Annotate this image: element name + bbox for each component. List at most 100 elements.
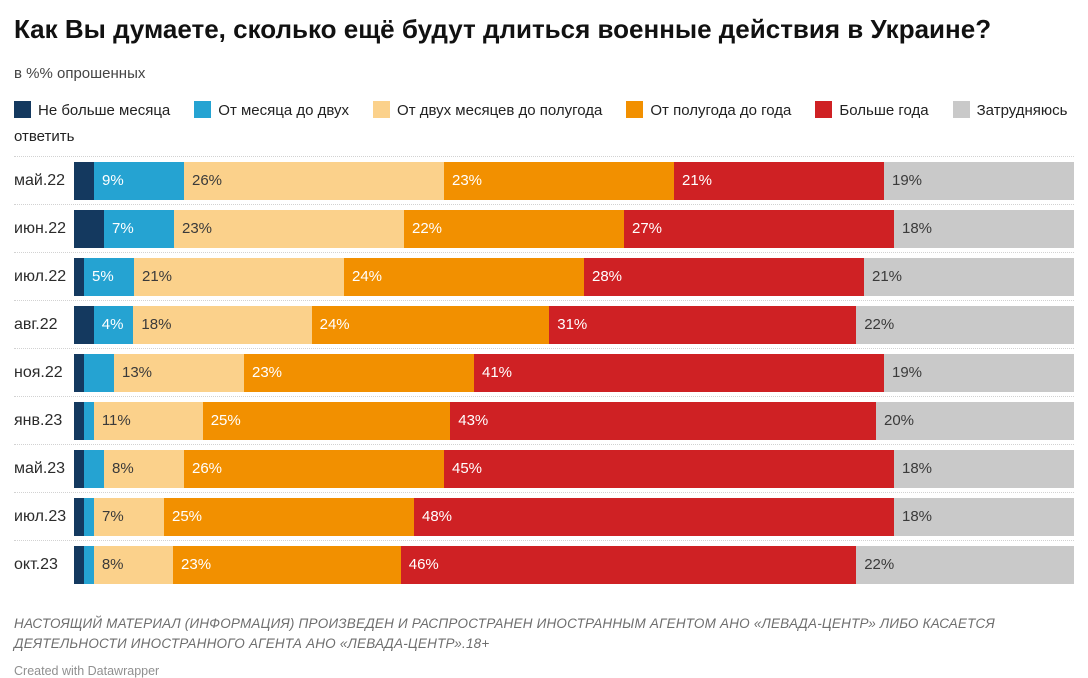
bar-track: 11% 25% 43% 20% — [74, 401, 1074, 440]
bar-segment — [74, 209, 104, 248]
bar-row: янв.23 11% 25% 43% 20% — [14, 396, 1074, 444]
bar-segment: 19% — [884, 161, 1074, 200]
segment-value-label: 4% — [101, 316, 124, 333]
segment-value-label: 22% — [864, 556, 895, 573]
bar-segment — [74, 257, 84, 296]
segment-value-label: 28% — [592, 268, 623, 285]
legend-label: Затрудняюсь ответить — [14, 102, 1068, 145]
bar-segment: 19% — [884, 353, 1074, 392]
bar-segment: 48% — [414, 497, 894, 536]
bar-segment: 21% — [864, 257, 1074, 296]
segment-value-label: 22% — [412, 220, 443, 237]
bar-row: июл.22 5% 21% 24% 28% 21% — [14, 252, 1074, 300]
bar-track: 8% 23% 46% 22% — [74, 545, 1074, 584]
bar-row: авг.22 4% 18% 24% 31% 22% — [14, 300, 1074, 348]
row-label: июн.22 — [14, 219, 67, 237]
bar-row: июл.23 7% 25% 48% 18% — [14, 492, 1074, 540]
bar-segment: 24% — [311, 305, 550, 344]
segment-value-label: 8% — [101, 556, 124, 573]
segment-value-label: 25% — [172, 508, 203, 525]
bar-track: 9% 26% 23% 21% 19% — [74, 161, 1074, 200]
bar-segment: 31% — [549, 305, 857, 344]
legend-swatch — [952, 101, 970, 118]
chart-container: Как Вы думаете, сколько ещё будут длитьс… — [14, 14, 1074, 678]
segment-value-label: 18% — [902, 508, 933, 525]
row-label: май.22 — [14, 171, 66, 189]
row-label: май.23 — [14, 459, 66, 477]
bar-track: 8% 26% 45% 18% — [74, 449, 1074, 488]
legend-swatch — [14, 101, 31, 118]
segment-value-label: 21% — [872, 268, 903, 285]
bar-segment: 8% — [104, 449, 184, 488]
bar-segment: 22% — [856, 545, 1074, 584]
bar-segment: 22% — [856, 305, 1074, 344]
bar-segment — [83, 545, 94, 584]
row-label: июл.22 — [14, 267, 67, 285]
row-label: окт.23 — [14, 555, 58, 573]
segment-value-label: 25% — [210, 412, 241, 429]
bar-segment — [84, 497, 94, 536]
segment-value-label: 45% — [452, 460, 483, 477]
bar-segment: 41% — [474, 353, 884, 392]
legend-item: От месяца до двух — [194, 101, 350, 119]
segment-value-label: 13% — [122, 364, 153, 381]
bar-segment: 26% — [184, 449, 444, 488]
legend-item: Затрудняюсь ответить — [14, 101, 1068, 145]
bar-segment: 24% — [344, 257, 584, 296]
bar-track: 5% 21% 24% 28% 21% — [74, 257, 1074, 296]
legend-swatch — [194, 101, 212, 118]
bar-track: 13% 23% 41% 19% — [74, 353, 1074, 392]
bar-segment — [84, 449, 104, 488]
bar-segment: 8% — [93, 545, 174, 584]
segment-value-label: 46% — [408, 556, 439, 573]
legend-label: От месяца до двух — [218, 102, 350, 119]
segment-value-label: 23% — [252, 364, 283, 381]
bar-segment: 23% — [174, 209, 404, 248]
legend-swatch — [626, 101, 644, 118]
bar-row: июн.22 7% 23% 22% 27% 18% — [14, 204, 1074, 252]
segment-value-label: 23% — [452, 172, 483, 189]
segment-value-label: 18% — [902, 220, 933, 237]
bar-segment: 43% — [450, 401, 876, 440]
row-label: янв.23 — [14, 411, 63, 429]
bar-segment: 45% — [444, 449, 894, 488]
segment-value-label: 9% — [102, 172, 124, 189]
segment-value-label: 27% — [632, 220, 663, 237]
bar-segment: 20% — [876, 401, 1074, 440]
bar-segment: 18% — [894, 209, 1074, 248]
bar-segment: 18% — [894, 497, 1074, 536]
bar-segment — [84, 353, 114, 392]
legend-label: От двух месяцев до полугода — [397, 102, 603, 119]
bar-segment — [74, 497, 84, 536]
bar-segment: 18% — [894, 449, 1074, 488]
bar-segment — [83, 401, 94, 440]
bar-segment: 13% — [114, 353, 244, 392]
segment-value-label: 20% — [884, 412, 915, 429]
bar-segment — [74, 449, 84, 488]
segment-value-label: 24% — [352, 268, 383, 285]
segment-value-label: 26% — [192, 172, 223, 189]
bar-row: май.22 9% 26% 23% 21% 19% — [14, 156, 1074, 204]
bar-segment: 25% — [164, 497, 414, 536]
bar-segment: 27% — [624, 209, 894, 248]
legend-item: Не больше месяца — [14, 101, 170, 119]
chart-title: Как Вы думаете, сколько ещё будут длитьс… — [14, 14, 992, 44]
row-label: июл.23 — [14, 507, 67, 525]
bar-segment — [74, 401, 84, 440]
bar-segment: 26% — [184, 161, 444, 200]
bar-segment — [74, 305, 94, 344]
bar-segment: 28% — [584, 257, 864, 296]
legend-label: Больше года — [839, 102, 929, 119]
bar-segment: 46% — [400, 545, 857, 584]
segment-value-label: 7% — [102, 508, 124, 525]
bar-track: 4% 18% 24% 31% 22% — [74, 305, 1074, 344]
row-label: авг.22 — [14, 315, 58, 333]
bar-segment: 21% — [134, 257, 344, 296]
bar-segment: 7% — [94, 497, 164, 536]
segment-value-label: 11% — [101, 412, 131, 429]
segment-value-label: 31% — [557, 316, 588, 333]
bar-segment: 7% — [104, 209, 174, 248]
segment-value-label: 48% — [422, 508, 453, 525]
bar-track: 7% 25% 48% 18% — [74, 497, 1074, 536]
legend-item: Больше года — [815, 101, 929, 119]
